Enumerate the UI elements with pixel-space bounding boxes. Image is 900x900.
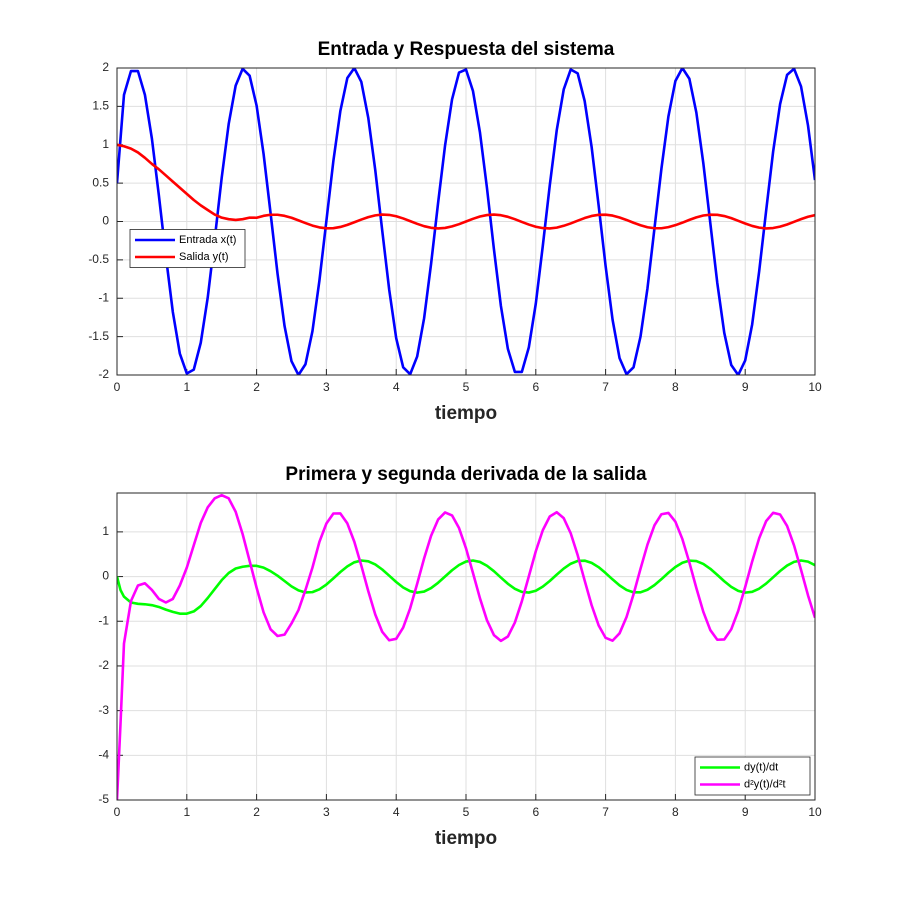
x-tick-label: 4 (393, 380, 400, 394)
x-tick-label: 9 (742, 380, 749, 394)
chart-title: Entrada y Respuesta del sistema (318, 39, 615, 60)
x-tick-label: 0 (114, 380, 121, 394)
x-tick-label: 6 (532, 380, 539, 394)
x-tick-label: 8 (672, 805, 679, 819)
axes: 0 1 2 3 4 5 6 7 8 9 10 -2 -1.5 -1 -0.5 0 0.5 1 1.5 2 Entrada… (88, 39, 822, 424)
legend-label: Entrada x(t) (179, 234, 236, 246)
line-series (117, 559, 815, 615)
x-tick-label: 5 (463, 380, 470, 394)
y-tick-label: -1 (98, 290, 109, 304)
x-tick-label: 3 (323, 380, 330, 394)
y-tick-label: -1.5 (88, 329, 109, 343)
x-tick-label: 3 (323, 805, 330, 819)
axes: 0 1 2 3 4 5 6 7 8 9 10 -5 -4 -3 -2 -1 0 1 Primera y segund… (98, 464, 822, 849)
y-tick-label: -2 (98, 658, 109, 672)
y-tick-label: 1.5 (92, 99, 109, 113)
axes-box (116, 67, 816, 376)
line-series (117, 143, 815, 230)
x-tick-label: 10 (808, 805, 822, 819)
x-tick-label: 7 (602, 805, 609, 819)
y-tick-label: 0.5 (92, 175, 109, 189)
y-tick-label: -2 (98, 367, 109, 381)
y-tick-label: 0 (102, 214, 109, 228)
x-tick-label: 2 (253, 805, 260, 819)
x-tick-label: 10 (808, 380, 822, 394)
x-axis-label: tiempo (435, 828, 497, 849)
legend-label: d²y(t)/d²t (744, 778, 786, 790)
y-tick-label: 1 (102, 137, 109, 151)
y-tick-label: -0.5 (88, 252, 109, 266)
x-tick-label: 4 (393, 805, 400, 819)
chart-title: Primera y segunda derivada de la salida (285, 464, 647, 485)
y-tick-label: -4 (98, 747, 109, 761)
line-series (117, 493, 815, 800)
legend: Entrada x(t) Salida y(t) (129, 229, 246, 268)
axes-box (116, 492, 816, 801)
y-tick-label: 1 (102, 524, 109, 538)
x-tick-label: 1 (183, 380, 190, 394)
x-tick-label: 9 (742, 805, 749, 819)
x-tick-label: 7 (602, 380, 609, 394)
y-tick-label: -5 (98, 792, 109, 806)
x-tick-label: 8 (672, 380, 679, 394)
line-series (117, 68, 815, 375)
x-tick-label: 1 (183, 805, 190, 819)
x-tick-label: 5 (463, 805, 470, 819)
x-tick-label: 2 (253, 380, 260, 394)
legend-label: Salida y(t) (179, 251, 229, 263)
y-tick-label: -1 (98, 613, 109, 627)
y-tick-label: 2 (102, 60, 109, 74)
y-tick-label: 0 (102, 569, 109, 583)
x-tick-label: 0 (114, 805, 121, 819)
legend-box (694, 756, 811, 796)
x-tick-label: 6 (532, 805, 539, 819)
legend-label: dy(t)/dt (744, 761, 778, 773)
x-axis-label: tiempo (435, 403, 497, 424)
legend-box (129, 229, 246, 268)
y-tick-label: -3 (98, 703, 109, 717)
legend: dy(t)/dt d²y(t)/d²t (694, 756, 811, 796)
